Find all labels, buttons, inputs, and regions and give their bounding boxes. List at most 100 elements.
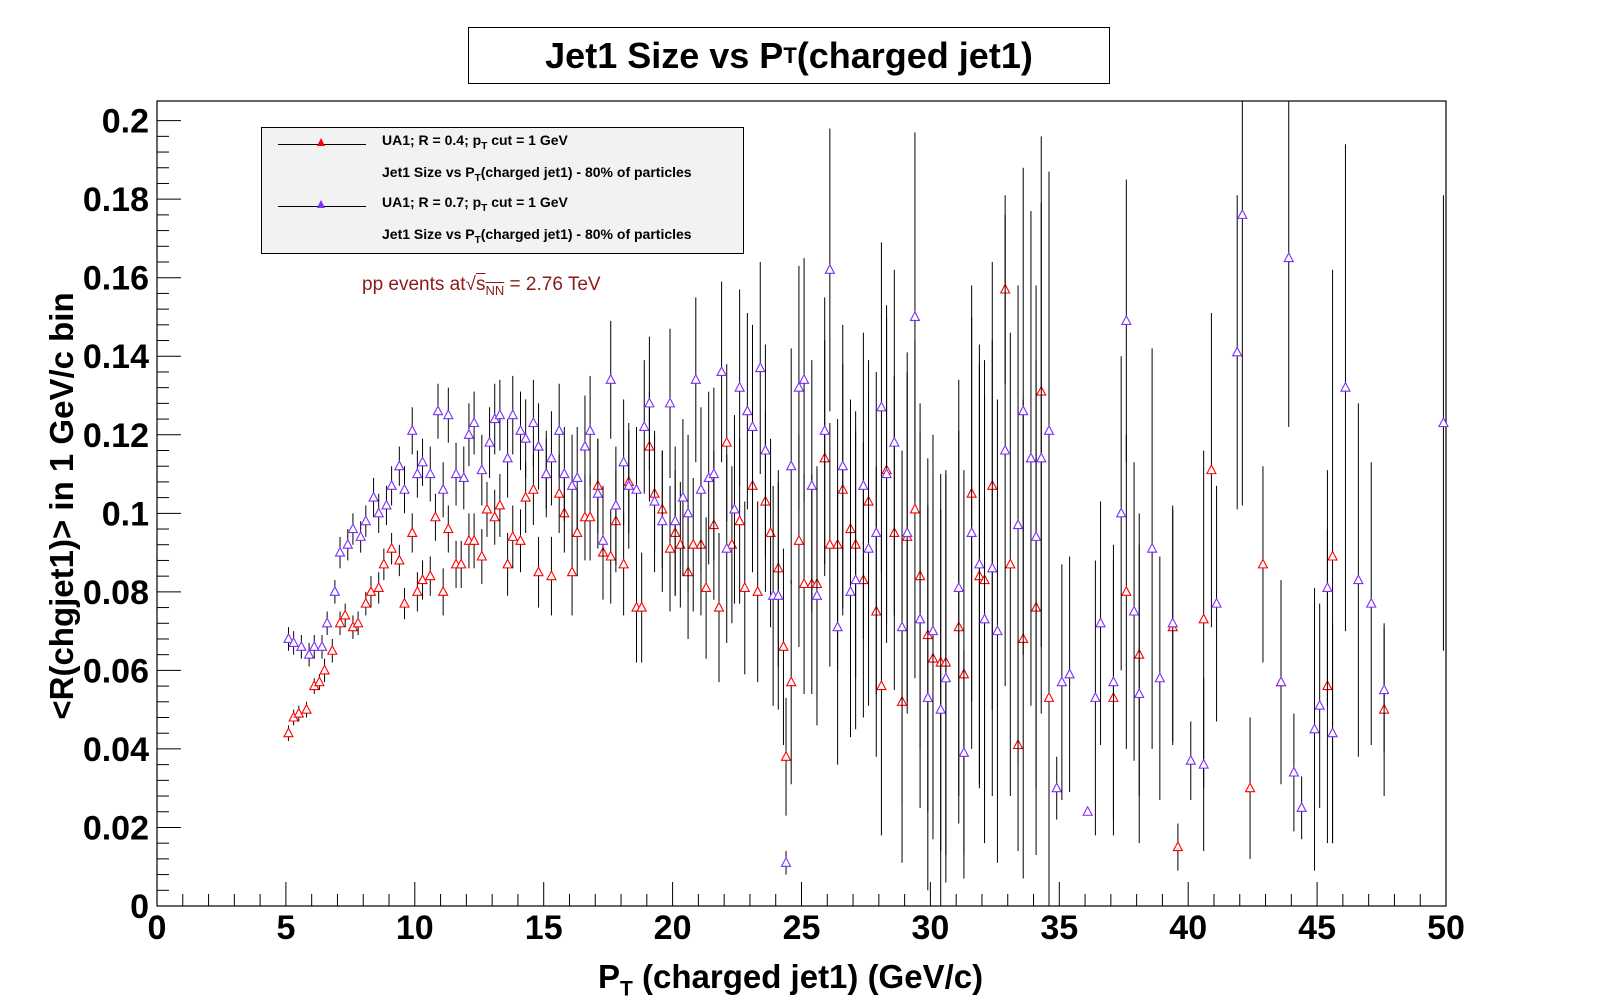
data-point xyxy=(806,479,818,490)
legend-r04-line1: UA1; R = 0.4; pT cut = 1 GeV xyxy=(382,132,568,152)
data-point xyxy=(716,365,727,377)
data-point xyxy=(417,456,428,467)
data-point xyxy=(430,511,441,522)
data-point xyxy=(360,514,372,526)
data-point xyxy=(901,526,913,538)
data-point xyxy=(922,691,934,702)
data-point xyxy=(515,534,526,545)
x-tick-label: 45 xyxy=(1298,909,1336,947)
data-point xyxy=(533,566,544,577)
legend-marker-r07 xyxy=(317,200,325,208)
data-point xyxy=(708,467,720,479)
data-point xyxy=(876,679,887,691)
x-tick-label: 40 xyxy=(1169,909,1207,947)
data-point xyxy=(1309,723,1320,734)
data-point xyxy=(476,463,488,475)
data-point xyxy=(1133,687,1145,699)
data-point xyxy=(1198,758,1210,769)
data-point xyxy=(845,585,856,596)
data-point xyxy=(798,373,810,384)
data-point xyxy=(533,440,544,451)
data-point xyxy=(780,856,792,867)
data-point xyxy=(334,617,346,628)
data-point xyxy=(824,263,836,274)
data-point xyxy=(1095,617,1106,628)
data-point xyxy=(381,499,392,510)
data-point xyxy=(850,573,862,585)
data-point xyxy=(378,558,390,569)
data-point xyxy=(741,405,753,416)
data-point xyxy=(700,581,712,592)
y-tick-label: 0.04 xyxy=(83,731,149,769)
data-point xyxy=(373,581,385,592)
data-point xyxy=(411,585,423,596)
data-point xyxy=(1056,675,1068,687)
data-point xyxy=(1211,597,1222,608)
data-point xyxy=(793,534,805,545)
data-point xyxy=(1012,518,1024,530)
data-point xyxy=(455,558,467,569)
data-point xyxy=(618,456,630,467)
data-point xyxy=(832,621,844,632)
data-point xyxy=(424,569,436,581)
x-tick-label: 30 xyxy=(911,909,949,947)
data-point xyxy=(863,542,874,553)
data-point xyxy=(881,467,892,479)
energy-prefix: pp events at xyxy=(362,274,466,295)
data-point xyxy=(798,577,810,589)
x-tick-label: 20 xyxy=(654,909,692,947)
x-tick-label: 0 xyxy=(148,909,167,947)
data-point xyxy=(1064,668,1076,679)
data-point xyxy=(314,675,325,687)
data-point xyxy=(355,530,367,541)
data-point xyxy=(999,444,1011,455)
data-point xyxy=(927,624,939,636)
data-point xyxy=(502,558,514,569)
data-point xyxy=(321,617,333,628)
data-point xyxy=(339,609,351,620)
data-point xyxy=(605,373,617,384)
y-tick-label: 0.1 xyxy=(102,495,149,533)
data-point xyxy=(1365,597,1377,608)
y-tick-label: 0.16 xyxy=(83,260,149,298)
data-point xyxy=(772,589,784,600)
data-point xyxy=(1089,691,1101,702)
data-point xyxy=(406,526,418,538)
legend-r04-line2: Jet1 Size vs PT(charged jet1) - 80% of p… xyxy=(382,164,692,184)
data-point xyxy=(754,361,766,373)
data-point xyxy=(1115,507,1127,518)
data-point xyxy=(515,424,526,435)
data-point xyxy=(347,522,359,534)
data-point xyxy=(442,408,454,420)
data-point xyxy=(780,750,792,761)
data-point xyxy=(1231,346,1243,357)
data-point xyxy=(417,573,428,585)
data-point xyxy=(610,499,622,510)
data-point xyxy=(360,597,372,608)
data-point xyxy=(489,511,501,522)
data-point xyxy=(909,503,921,514)
data-point xyxy=(502,452,514,463)
data-point xyxy=(876,401,887,412)
data-point xyxy=(393,460,405,471)
data-point xyxy=(540,467,552,479)
data-point xyxy=(1030,530,1042,541)
data-point xyxy=(837,460,849,471)
y-tick-label: 0 xyxy=(130,888,149,926)
data-point xyxy=(824,538,836,549)
data-point xyxy=(914,613,926,624)
data-point xyxy=(373,507,385,518)
legend: UA1; R = 0.4; pT cut = 1 GeV Jet1 Size v… xyxy=(261,127,744,254)
data-point xyxy=(721,542,733,553)
data-point xyxy=(283,632,294,644)
data-point xyxy=(643,397,655,408)
data-point xyxy=(649,495,660,506)
data-point xyxy=(986,562,998,573)
data-point xyxy=(992,624,1003,636)
data-point xyxy=(935,703,947,714)
data-point xyxy=(1172,840,1184,852)
data-point xyxy=(1167,617,1179,628)
data-point xyxy=(734,381,746,392)
data-point xyxy=(958,746,970,757)
data-point xyxy=(1128,605,1140,616)
